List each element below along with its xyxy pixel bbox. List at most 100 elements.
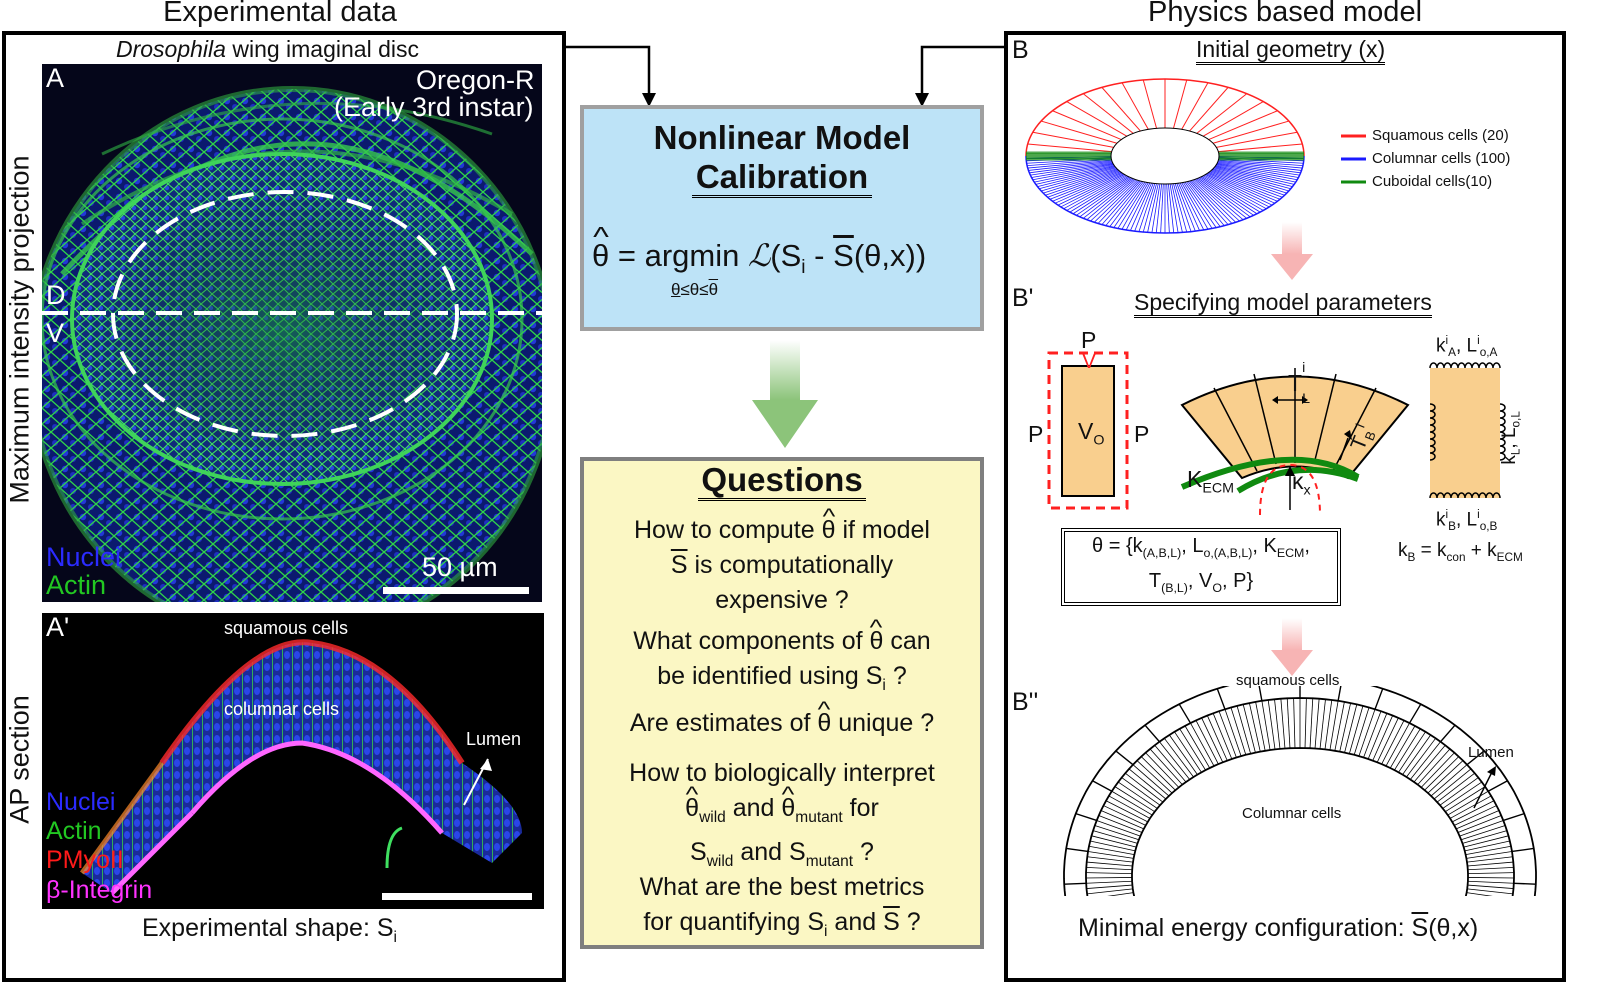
legend-nuclei-a2: Nuclei — [46, 788, 116, 816]
columnar-cell-wall — [1189, 180, 1229, 225]
columnar-cell-wall — [1181, 182, 1209, 230]
columnar-cell-wall — [1090, 840, 1136, 852]
columnar-cell-wall — [1467, 884, 1514, 889]
legend-integrin-a2: β-Integrin — [46, 876, 153, 904]
squamous-cell-wall — [1066, 847, 1089, 853]
parameter-vector-line2: T(B,L), VO, P} — [1148, 570, 1254, 595]
columnar-cell-wall — [1063, 174, 1126, 210]
columnar-cell-wall — [1066, 175, 1128, 211]
spring-cell-schematic — [1429, 362, 1506, 499]
columnar-cell-wall — [1184, 725, 1211, 769]
columnar-cell-wall — [1187, 181, 1225, 226]
squamous-cell-wall — [1032, 131, 1114, 148]
columnar-cell-wall — [1217, 161, 1301, 174]
columnar-cell-wall — [1195, 720, 1219, 765]
columnar-cell-wall — [1138, 183, 1156, 232]
columnar-cell-wall — [1086, 880, 1133, 884]
columnar-cell-wall — [1159, 741, 1191, 780]
geometry-legend-swatches — [1341, 134, 1366, 184]
columnar-cell-wall — [1417, 748, 1451, 785]
columnar-cell-wall — [1151, 183, 1161, 233]
panel-a-letter: A — [46, 63, 65, 93]
columnar-cell-wall — [1086, 178, 1135, 220]
columnar-cell-wall — [1167, 183, 1175, 233]
legend-nuclei-a: Nuclei — [46, 542, 122, 572]
columnar-cell-wall — [1210, 170, 1283, 198]
stage-label: (Early 3rd instar) — [334, 92, 534, 122]
panel-b-letter: B — [1012, 36, 1029, 64]
lateral-spring-left — [1429, 403, 1436, 461]
strain-label: Oregon-R — [416, 65, 535, 95]
columnar-cell-wall — [1094, 825, 1140, 841]
panel-a2-letter: A' — [46, 612, 70, 642]
columnar-cell-wall — [1176, 183, 1196, 232]
columnar-cell-wall — [1205, 174, 1270, 208]
minimal-energy-caption: Minimal energy configuration: S(θ,x) — [1078, 914, 1479, 942]
columnar-cell-wall — [1179, 728, 1206, 771]
legend-actin-a2: Actin — [46, 817, 102, 845]
squamous-cell-wall — [1144, 724, 1161, 743]
lumen-label-b2: Lumen — [1468, 744, 1514, 761]
squamous-cell-wall — [1258, 686, 1263, 701]
columnar-cell-wall — [1213, 168, 1289, 192]
columnar-cell-wall — [1049, 171, 1121, 200]
columnar-cell-wall — [1145, 752, 1180, 788]
columnar-cell-wall — [1324, 699, 1333, 750]
spring-basal-label: kiB, Lio,B — [1436, 508, 1498, 534]
columnar-cell-wall — [1406, 738, 1436, 778]
columnar-cell-wall — [1452, 800, 1495, 823]
squamous-label-a2: squamous cells — [224, 618, 349, 638]
columnar-cell-wall — [1173, 183, 1188, 233]
columnar-cell-wall — [1108, 795, 1151, 819]
columnar-cell-wall — [1041, 168, 1117, 192]
apical-spring — [1429, 362, 1501, 369]
columnar-cell-wall — [1242, 704, 1256, 753]
columnar-cell-wall — [1466, 892, 1493, 896]
columnar-cell-wall — [1460, 825, 1506, 841]
disc-caption-species: Drosophila — [116, 36, 226, 62]
columnar-cell-wall — [1087, 851, 1134, 859]
columnar-cell-wall — [1195, 178, 1244, 220]
basal-spring — [1429, 492, 1501, 499]
columnar-cell-wall — [1193, 179, 1240, 222]
squamous-cell-wall — [1075, 812, 1097, 822]
squamous-cell-wall — [1439, 724, 1456, 743]
columnar-cell-wall — [1192, 179, 1237, 223]
columnar-cell-wall — [1100, 810, 1144, 830]
calibration-equation: θ = argmin ℒ(Si - S(θ,x)) — [592, 238, 982, 279]
columnar-cell-wall — [1032, 164, 1114, 181]
spring-apical-label: kiA, Lio,A — [1436, 334, 1498, 360]
squamous-cell-wall — [1337, 686, 1342, 701]
columnar-cell-wall — [1160, 183, 1164, 233]
columnar-cell-wall — [1230, 707, 1247, 755]
columnar-cell-wall — [1449, 795, 1492, 819]
columnar-label-a2: columnar cells — [224, 699, 340, 719]
columnar-cell-wall — [1218, 711, 1237, 758]
columnar-cell-wall — [1215, 165, 1296, 183]
squamous-cell-wall — [1064, 882, 1087, 885]
columnar-cell-wall — [1363, 711, 1382, 758]
parameter-vector-box — [1061, 528, 1341, 606]
columnar-cell-wall — [1467, 866, 1514, 871]
columnar-cell-wall — [1184, 181, 1217, 228]
question-1: How to compute θ if model S is computati… — [580, 513, 984, 618]
squamous-cell-wall — [1196, 93, 1248, 134]
scalebar-label: 50 µm — [422, 552, 498, 582]
columnar-cell-wall — [1125, 772, 1164, 803]
columnar-cell-wall — [1353, 707, 1370, 755]
columnar-cell-wall — [1464, 840, 1510, 852]
pressure-label-top: P — [1081, 327, 1097, 353]
down-arrow-green — [752, 340, 818, 448]
squamous-cell-wall — [1041, 120, 1118, 144]
columnar-cell-wall — [1092, 830, 1138, 844]
columnar-cell-wall — [1280, 698, 1286, 749]
columnar-cell-wall — [1447, 790, 1489, 816]
columnar-cell-wall — [1055, 172, 1123, 204]
columnar-cell-wall — [1215, 165, 1295, 185]
columnar-cell-wall — [1027, 159, 1112, 169]
columnar-cell-wall — [1286, 698, 1291, 749]
ventral-label: V — [46, 318, 65, 348]
columnar-cell-wall — [1267, 699, 1276, 750]
columnar-cell-wall — [1216, 163, 1299, 178]
columnar-cell-wall — [1052, 172, 1122, 202]
